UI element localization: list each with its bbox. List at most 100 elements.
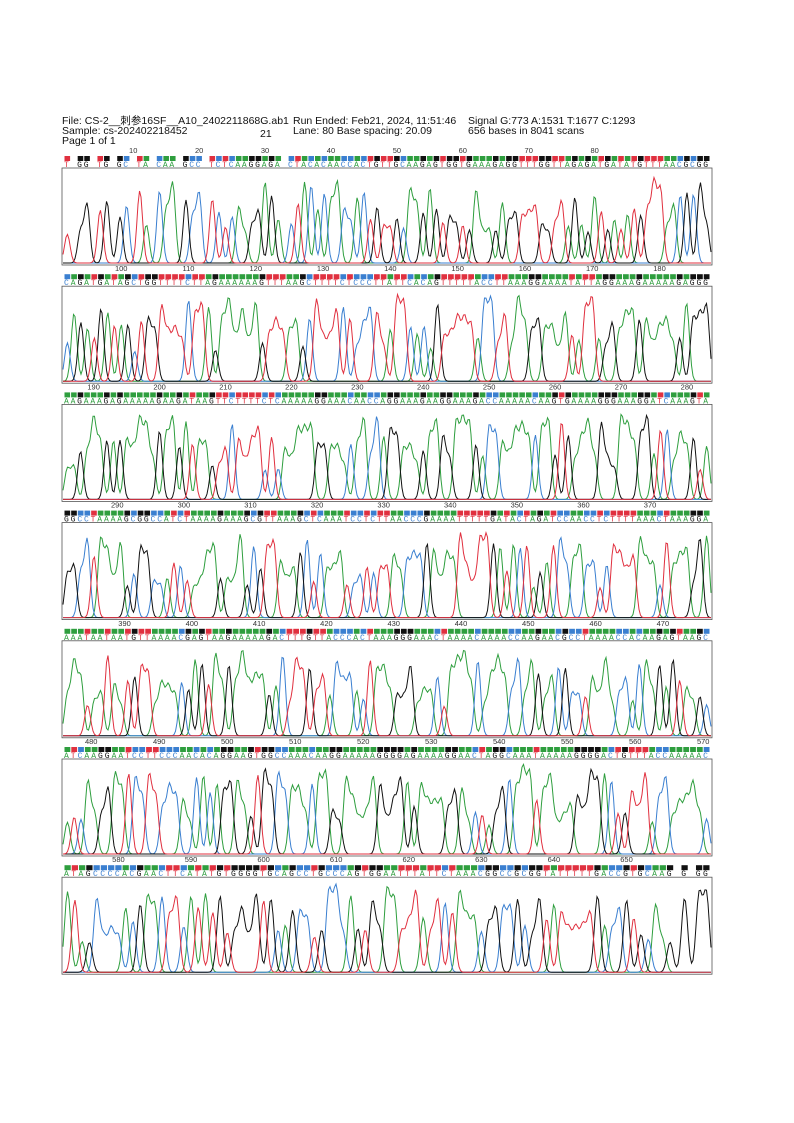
quality-box [158, 865, 166, 871]
quality-box [513, 747, 520, 752]
quality-box [508, 274, 515, 280]
quality-box [465, 747, 472, 752]
quality-box [525, 156, 532, 161]
quality-box [64, 628, 71, 634]
quality-box [279, 274, 286, 280]
quality-box [131, 510, 137, 516]
quality-box [390, 510, 397, 516]
run-ended: Run Ended: Feb21, 2024, 11:51:46 [293, 115, 456, 127]
quality-box [329, 747, 336, 752]
quality-box [441, 628, 448, 634]
quality-box [222, 392, 229, 398]
quality-box [485, 865, 492, 871]
quality-box [644, 156, 651, 161]
quality-box [636, 628, 643, 634]
quality-box [628, 747, 635, 752]
quality-box [334, 156, 341, 161]
quality-box [398, 865, 405, 871]
quality-box [490, 510, 497, 516]
quality-box [293, 274, 300, 280]
quality-box [514, 865, 521, 871]
quality-box [597, 510, 603, 516]
quality-box [138, 628, 145, 634]
trace-c [62, 294, 711, 382]
quality-box [438, 747, 445, 752]
quality-box [157, 510, 164, 516]
quality-box [380, 392, 387, 398]
quality-box [479, 156, 486, 161]
base-position: 480 [85, 737, 98, 746]
quality-box [145, 274, 151, 280]
quality-box [165, 628, 172, 634]
quality-box [596, 628, 602, 634]
quality-box [197, 510, 204, 516]
quality-box [347, 156, 354, 161]
quality-box [405, 865, 412, 871]
quality-box [320, 628, 326, 634]
quality-box [137, 156, 143, 161]
quality-box [267, 865, 274, 871]
quality-box [328, 392, 334, 398]
quality-box [552, 156, 558, 161]
quality-box [266, 628, 273, 634]
quality-box [390, 747, 397, 752]
base-position: 640 [548, 855, 561, 864]
base-position: 160 [519, 264, 532, 273]
quality-box [630, 510, 637, 516]
quality-box [309, 747, 316, 752]
base-position: 440 [455, 619, 468, 628]
quality-box [380, 156, 387, 161]
quality-box [448, 628, 454, 634]
quality-box [522, 628, 528, 634]
quality-box [268, 156, 275, 161]
quality-box [93, 865, 100, 871]
quality-box [591, 156, 598, 161]
quality-box [453, 156, 460, 161]
quality-box [77, 274, 84, 280]
quality-box [466, 392, 473, 398]
quality-box [123, 156, 130, 161]
quality-box [367, 392, 374, 398]
quality-box [195, 865, 202, 871]
quality-box [622, 747, 628, 752]
file-name: File: CS-2__刺参16SF__A10_2402211868G.ab1 [62, 114, 289, 127]
quality-box [64, 865, 71, 871]
quality-box [130, 392, 137, 398]
quality-box [444, 510, 450, 516]
quality-box [484, 510, 490, 516]
quality-box [470, 865, 478, 871]
quality-box [264, 510, 270, 516]
quality-box [71, 628, 77, 634]
quality-box [145, 628, 151, 634]
quality-box [427, 865, 434, 871]
quality-box [649, 747, 656, 752]
quality-box [554, 747, 560, 752]
quality-box [71, 510, 77, 516]
quality-box [308, 156, 314, 161]
quality-box [681, 865, 688, 871]
quality-box [262, 392, 268, 398]
quality-box [602, 628, 609, 634]
quality-box [284, 510, 290, 516]
quality-box [98, 628, 104, 634]
quality-box [535, 274, 542, 280]
quality-box [578, 392, 585, 398]
base-position: 100 [115, 264, 128, 273]
quality-box [143, 392, 150, 398]
quality-box [100, 865, 108, 871]
quality-box [289, 865, 296, 871]
quality-box [336, 747, 343, 752]
quality-box [468, 274, 474, 280]
quality-box [282, 392, 288, 398]
quality-box [383, 865, 391, 871]
quality-box [255, 156, 262, 161]
quality-box [565, 392, 572, 398]
quality-box [172, 628, 178, 634]
quality-box [663, 510, 670, 516]
quality-box [242, 156, 249, 161]
quality-box [461, 274, 468, 280]
base-position: 290 [111, 501, 124, 510]
quality-box [185, 274, 192, 280]
quality-box [624, 392, 631, 398]
row-frame [61, 167, 713, 266]
